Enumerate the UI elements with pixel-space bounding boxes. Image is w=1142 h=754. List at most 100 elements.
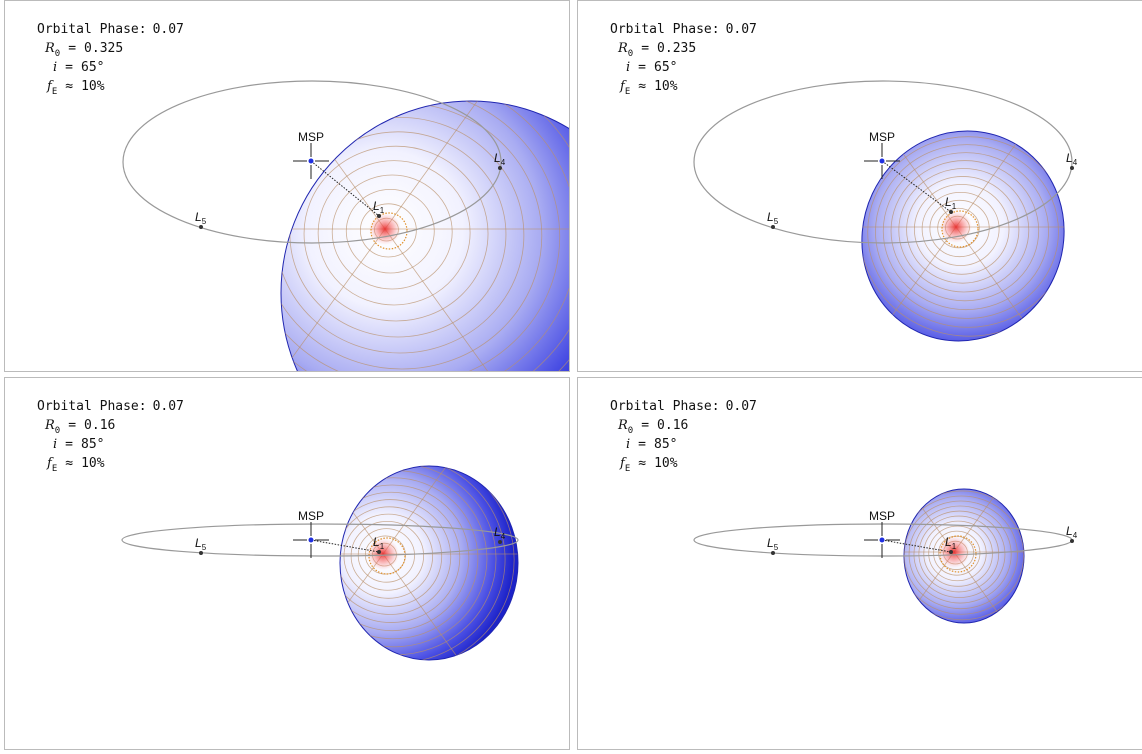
relation: = [638, 60, 646, 75]
lagrange-l4-label: L4 [1066, 151, 1078, 167]
label-symbol: L [945, 195, 952, 209]
subscript: E [52, 87, 57, 97]
label-subscript: 5 [774, 543, 779, 552]
value: 10% [81, 456, 105, 471]
label-subscript: 1 [952, 542, 957, 551]
label-subscript: 4 [1073, 158, 1078, 167]
r0-line: R0=0.16 [44, 418, 115, 436]
label-symbol: L [373, 199, 380, 213]
label-symbol: L [494, 151, 501, 165]
label-subscript: 5 [202, 543, 207, 552]
lagrange-l5-label: L5 [195, 536, 207, 552]
lagrange-l5-label: L5 [195, 210, 207, 226]
symbol: R [617, 418, 628, 433]
label-symbol: L [1066, 524, 1073, 538]
label-subscript: 1 [952, 202, 957, 211]
label-symbol: L [195, 536, 202, 550]
value: 10% [654, 79, 678, 94]
relation: ≈ [638, 456, 646, 471]
symbol: R [44, 41, 55, 56]
symbol: R [617, 41, 628, 56]
msp [880, 538, 885, 543]
label-symbol: L [373, 535, 380, 549]
grid-meridian [286, 420, 383, 554]
subscript: 0 [55, 49, 60, 59]
inclination-line: i = 85° [626, 437, 677, 452]
phase-line: Orbital Phase: 0.07 [610, 399, 757, 414]
subscript: 0 [628, 49, 633, 59]
msp-label: MSP [298, 130, 324, 144]
subscript: 0 [55, 426, 60, 436]
label-subscript: 1 [380, 542, 385, 551]
r0-line: R0 = 0.325 [44, 41, 123, 59]
relation: = [641, 418, 649, 433]
phase-value: 0.07 [153, 22, 184, 37]
relation: = [641, 41, 649, 56]
phase-line: Orbital Phase: 0.07 [37, 399, 184, 414]
inclination-line: i = 65° [626, 60, 677, 75]
value: 10% [81, 79, 105, 94]
inclination-line: i = 65° [53, 60, 104, 75]
symbol: i [53, 60, 57, 75]
fe-line: fE≈10% [619, 79, 678, 97]
lagrange-l5-label: L5 [767, 210, 779, 226]
value: 65° [81, 60, 104, 75]
label-symbol: L [767, 210, 774, 224]
value: 65° [654, 60, 677, 75]
symbol: i [626, 60, 630, 75]
relation: ≈ [65, 79, 73, 94]
r0-line: R0=0.16 [617, 418, 688, 436]
fe-line: fE≈10% [46, 456, 105, 474]
r0-line: R0 = 0.235 [617, 41, 696, 59]
inclination-line: i=85° [53, 437, 104, 452]
relation: ≈ [65, 456, 73, 471]
label-subscript: 4 [501, 532, 506, 541]
label-symbol: L [195, 210, 202, 224]
subscript: E [625, 87, 630, 97]
phase-label: Orbital Phase: [610, 399, 720, 414]
msp [309, 538, 314, 543]
relation: = [68, 418, 76, 433]
label-symbol: L [494, 525, 501, 539]
relation: = [65, 60, 73, 75]
value: 0.16 [84, 418, 115, 433]
label-symbol: L [767, 536, 774, 550]
msp [880, 159, 885, 164]
phase-label: Orbital Phase: [37, 22, 147, 37]
lagrange-l5-label: L5 [767, 536, 779, 552]
relation: = [638, 437, 646, 452]
relation: = [65, 437, 73, 452]
label-subscript: 1 [380, 206, 385, 215]
phase-label: Orbital Phase: [610, 22, 720, 37]
subscript: E [625, 464, 630, 474]
phase-label: Orbital Phase: [37, 399, 147, 414]
msp-label: MSP [869, 130, 895, 144]
label-symbol: L [945, 535, 952, 549]
fe-line: fE≈10% [46, 79, 105, 97]
value: 10% [654, 456, 678, 471]
relation: = [68, 41, 76, 56]
symbol: i [626, 437, 630, 452]
label-subscript: 5 [774, 217, 779, 226]
label-symbol: L [1066, 151, 1073, 165]
phase-value: 0.07 [153, 399, 184, 414]
phase-line: Orbital Phase: 0.07 [37, 22, 184, 37]
fe-line: fE≈10% [619, 456, 678, 474]
msp-label: MSP [869, 509, 895, 523]
subscript: 0 [628, 426, 633, 436]
phase-value: 0.07 [726, 22, 757, 37]
label-subscript: 5 [202, 217, 207, 226]
label-subscript: 4 [1073, 531, 1078, 540]
symbol: i [53, 437, 57, 452]
subscript: E [52, 464, 57, 474]
phase-value: 0.07 [726, 399, 757, 414]
value: 0.235 [657, 41, 696, 56]
figure: MSPL1L4L5Orbital Phase:0.07R0=0.325i=65°… [0, 0, 1142, 754]
value: 85° [654, 437, 677, 452]
msp [309, 159, 314, 164]
phase-line: Orbital Phase: 0.07 [610, 22, 757, 37]
value: 0.325 [84, 41, 123, 56]
